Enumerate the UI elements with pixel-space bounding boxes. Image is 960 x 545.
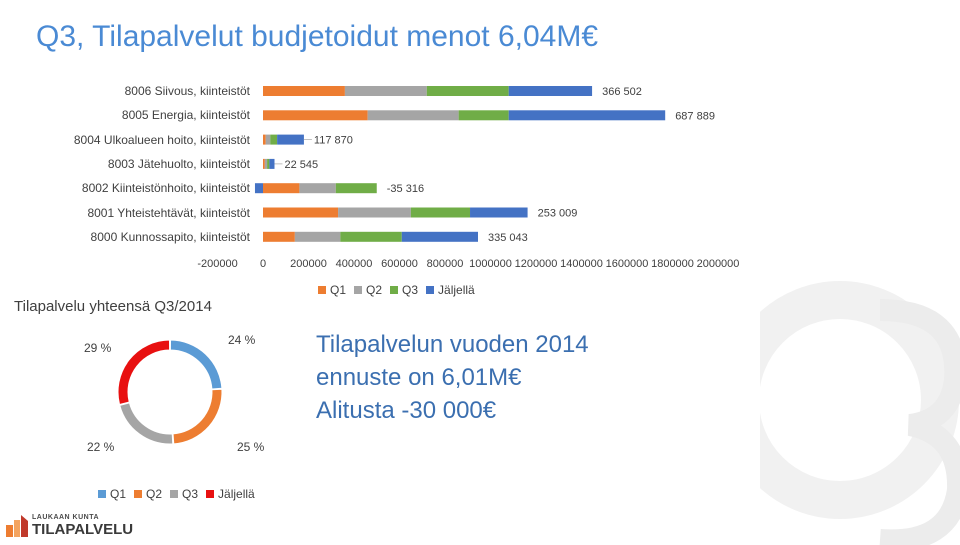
bar-segment-q2	[294, 231, 341, 242]
x-tick-label: 400000	[335, 258, 373, 270]
donut-legend-label-remaining: Jäljellä	[218, 487, 255, 501]
donut-legend-label-q2: Q2	[146, 487, 163, 501]
stacked-bar-chart: 366 502 687 889 117 870 22 545 -35 316 253 00…	[254, 86, 715, 244]
bar-segment-jäljellä	[508, 86, 593, 96]
bar-segment-q1	[263, 110, 368, 121]
legend-swatch-q2	[354, 286, 363, 294]
donut-legend: Q1 Q2 Q3 Jäljellä	[90, 487, 255, 501]
bar-segment-q3	[458, 110, 509, 121]
logo-small-text: LAUKAAN KUNTA	[32, 514, 100, 521]
donut-slice-q2	[172, 388, 223, 445]
bar-segment-q3	[426, 86, 509, 96]
bar-segment-jäljellä	[254, 183, 263, 194]
donut-slice-q1	[169, 339, 223, 390]
bar-data-label: 253 009	[538, 208, 578, 220]
legend-label-remaining: Jäljellä	[438, 283, 475, 297]
bar-segment-jäljellä	[470, 207, 528, 218]
donut-label-q2: 25 %	[237, 440, 265, 454]
x-tick-label: 0	[259, 258, 267, 270]
donut-label-q3: 22 %	[87, 440, 115, 454]
x-tick-label: -200000	[197, 258, 238, 270]
x-tick-label: 200000	[290, 258, 327, 270]
legend-label-q1: Q1	[330, 283, 347, 297]
bar-segment-q2	[367, 110, 459, 121]
bar-segment-q2	[265, 134, 271, 145]
logo-icon	[6, 515, 28, 537]
background-q3-watermark	[760, 281, 960, 545]
donut-label-q1: 24 %	[228, 333, 256, 347]
bar-segment-q3	[270, 134, 278, 145]
category-label: 8000 Kunnossapito, kiinteistöt	[90, 229, 250, 244]
donut-slice-q3	[119, 402, 174, 445]
donut-legend-swatch-q2	[134, 490, 143, 498]
category-label: 8005 Energia, kiinteistöt	[121, 108, 250, 123]
legend-swatch-q1	[318, 286, 326, 294]
bar-segment-q1	[263, 86, 345, 96]
forecast-line-1: Tilapalvelun vuoden 2014	[316, 331, 589, 358]
x-tick-label: 1200000	[514, 258, 558, 270]
bar-segment-q1	[263, 158, 265, 169]
bar-segment-jäljellä	[401, 231, 478, 242]
bar-data-label: 335 043	[488, 232, 528, 244]
legend-label-q2: Q2	[366, 283, 383, 297]
logo-big-text: TILAPALVELU	[32, 521, 134, 538]
donut-legend-label-q3: Q3	[182, 487, 199, 501]
bar-data-label: 366 502	[602, 86, 642, 98]
bar-data-label: 22 545	[284, 159, 318, 171]
x-tick-label: 800000	[426, 258, 464, 270]
bar-segment-jäljellä	[277, 134, 304, 145]
bar-segment-q1	[263, 183, 300, 194]
x-tick-label: 1600000	[605, 258, 649, 270]
x-tick-label: 2000000	[696, 258, 740, 270]
x-tick-label: 1800000	[651, 258, 694, 270]
bar-segment-q2	[299, 183, 336, 194]
x-tick-label: 1000000	[469, 258, 512, 270]
bar-segment-q3	[410, 207, 471, 218]
donut-legend-swatch-remaining	[206, 490, 215, 498]
logo: LAUKAAN KUNTA TILAPALVELU	[6, 514, 133, 538]
forecast-text: Tilapalvelun vuoden 2014 ennuste on 6,01…	[316, 328, 589, 427]
page-title: Q3, Tilapalvelut budjetoidut menot 6,04M…	[36, 20, 599, 53]
bar-data-label: -35 316	[387, 183, 424, 195]
donut-legend-swatch-q3	[170, 490, 179, 498]
bar-segment-q1	[263, 231, 295, 242]
bar-segment-jäljellä	[269, 158, 275, 169]
donut-legend-label-q1: Q1	[110, 487, 127, 501]
bar-segment-q1	[263, 207, 339, 218]
category-label: 8003 Jätehuolto, kiinteistöt	[107, 156, 250, 171]
donut-label-remaining: 29 %	[84, 341, 112, 355]
bar-data-label: 687 889	[675, 110, 715, 122]
legend-label-q3: Q3	[402, 283, 419, 297]
donut-title: Tilapalvelu yhteensä Q3/2014	[14, 298, 212, 315]
bar-segment-q1	[263, 134, 266, 145]
donut-slice-jäljellä	[117, 339, 171, 406]
legend-swatch-remaining	[426, 286, 435, 294]
donut-legend-swatch-q1	[98, 490, 106, 498]
category-label: 8001 Yhteistehtävät, kiinteistöt	[87, 205, 250, 220]
forecast-line-3: Alitusta -30 000€	[316, 397, 497, 424]
x-tick-label: 1400000	[560, 258, 603, 270]
forecast-line-2: ennuste on 6,01M€	[316, 364, 522, 391]
category-label: 8002 Kiinteistönhoito, kiinteistöt	[81, 181, 250, 196]
bar-segment-q2	[344, 86, 427, 96]
x-tick-label: 600000	[381, 258, 418, 270]
bar-data-label: 117 870	[314, 135, 353, 147]
bar-segment-q3	[335, 183, 377, 194]
bar-segment-q3	[267, 158, 270, 169]
bar-segment-q2	[338, 207, 411, 218]
category-label: 8006 Siivous, kiinteistöt	[124, 84, 250, 98]
bar-legend: Q1 Q2 Q3 Jäljellä	[310, 283, 475, 297]
legend-swatch-q3	[390, 286, 399, 294]
bar-segment-q3	[340, 231, 402, 242]
bar-segment-q2	[264, 158, 268, 169]
category-label: 8004 Ulkoalueen hoito, kiinteistöt	[73, 132, 250, 147]
bar-segment-jäljellä	[508, 110, 666, 121]
